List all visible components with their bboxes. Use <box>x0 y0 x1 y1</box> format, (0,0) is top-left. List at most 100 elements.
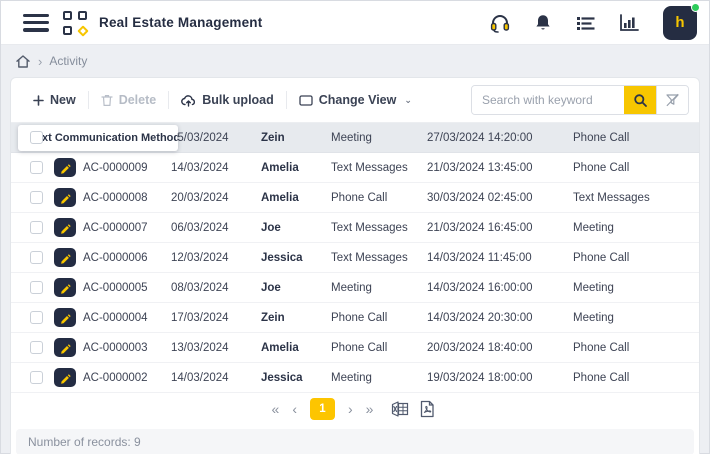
search-button[interactable] <box>624 86 656 114</box>
row-checkbox[interactable] <box>30 281 43 294</box>
cell-next-date: 19/03/2024 18:00:00 <box>427 371 533 384</box>
cell-name: Jessica <box>261 251 303 264</box>
row-checkbox[interactable] <box>30 341 43 354</box>
pagination: « ‹ 1 › » <box>11 393 699 425</box>
row-checkbox[interactable] <box>30 191 43 204</box>
pencil-icon <box>61 283 71 294</box>
avatar-initial: h <box>675 14 685 31</box>
cell-method: Phone Call <box>331 311 388 324</box>
support-headset-icon[interactable] <box>489 12 511 34</box>
edit-button[interactable] <box>54 248 76 267</box>
cell-method: Meeting <box>331 131 372 144</box>
cell-id: AC-0000007 <box>83 221 148 234</box>
cell-date: 12/03/2024 <box>171 251 229 264</box>
edit-button[interactable] <box>54 368 76 387</box>
prev-page-button[interactable]: ‹ <box>292 401 297 417</box>
row-checkbox[interactable] <box>30 371 43 384</box>
delete-button[interactable]: Delete <box>89 85 169 115</box>
pencil-icon <box>61 163 71 174</box>
hamburger-menu-icon[interactable] <box>23 13 49 32</box>
queue-list-icon[interactable] <box>575 12 597 34</box>
cell-id: AC-0000005 <box>83 281 148 294</box>
cell-method: Text Messages <box>331 221 408 234</box>
home-icon[interactable] <box>15 53 31 69</box>
app-logo-icon <box>63 10 89 37</box>
row-checkbox[interactable] <box>30 251 43 264</box>
search-input[interactable] <box>472 86 624 114</box>
first-page-button[interactable]: « <box>271 401 280 417</box>
cell-name: Amelia <box>261 161 299 174</box>
clear-filter-button[interactable] <box>656 86 688 114</box>
last-page-button[interactable]: » <box>365 401 374 417</box>
edit-button[interactable] <box>54 338 76 357</box>
cell-next-date: 27/03/2024 14:20:00 <box>427 131 533 144</box>
cell-id: AC-0000008 <box>83 191 148 204</box>
top-header: Real Estate Management h <box>1 1 709 45</box>
table-row: AC-0000006 12/03/2024 Jessica Text Messa… <box>11 243 699 273</box>
pencil-icon <box>61 343 71 354</box>
pdf-export-icon[interactable] <box>416 398 438 420</box>
cell-next-date: 30/03/2024 02:45:00 <box>427 191 533 204</box>
plus-icon <box>33 94 44 106</box>
cell-name: Jessica <box>261 371 303 384</box>
edit-button[interactable] <box>54 308 76 327</box>
edit-button[interactable] <box>54 218 76 237</box>
cell-next-method: Meeting <box>573 311 614 324</box>
cell-date: 08/03/2024 <box>171 281 229 294</box>
next-page-button[interactable]: › <box>348 401 353 417</box>
online-status-dot <box>691 2 700 12</box>
current-page-button[interactable]: 1 <box>310 398 335 420</box>
app-title: Real Estate Management <box>99 15 263 30</box>
cell-name: Zein <box>261 131 285 144</box>
table-row: AC-0000002 14/03/2024 Jessica Meeting 19… <box>11 363 699 393</box>
cell-next-date: 14/03/2024 11:45:00 <box>427 251 532 264</box>
table-row: AC-0000008 20/03/2024 Amelia Phone Call … <box>11 183 699 213</box>
cell-method: Text Messages <box>331 161 408 174</box>
notifications-bell-icon[interactable] <box>532 12 554 34</box>
edit-button[interactable] <box>54 278 76 297</box>
row-checkbox[interactable] <box>30 311 43 324</box>
cell-next-method: Meeting <box>573 221 614 234</box>
edit-button[interactable] <box>54 158 76 177</box>
breadcrumb: › Activity <box>1 45 709 77</box>
cell-date: 25/03/2024 <box>171 131 229 144</box>
pencil-icon <box>61 223 71 234</box>
pencil-icon <box>61 193 71 204</box>
cell-date: 20/03/2024 <box>171 191 229 204</box>
cell-id: AC-0000003 <box>83 341 148 354</box>
activity-table: xt Communication Method ↑↓ 25/03/2024 Ze… <box>11 122 699 393</box>
bulk-upload-button[interactable]: Bulk upload <box>169 85 286 115</box>
reports-bar-chart-icon[interactable] <box>618 12 640 34</box>
cloud-upload-icon <box>181 94 196 107</box>
cell-method: Text Messages <box>331 251 408 264</box>
records-count: Number of records: 9 <box>28 435 141 449</box>
cell-next-date: 21/03/2024 13:45:00 <box>427 161 533 174</box>
user-avatar[interactable]: h <box>663 2 700 40</box>
cell-id: AC-0000006 <box>83 251 148 264</box>
row-checkbox[interactable] <box>30 161 43 174</box>
table-row: AC-0000009 14/03/2024 Amelia Text Messag… <box>11 153 699 183</box>
breadcrumb-activity[interactable]: Activity <box>49 54 88 68</box>
cell-next-date: 14/03/2024 16:00:00 <box>427 281 533 294</box>
cell-next-method: Phone Call <box>573 371 630 384</box>
pencil-icon <box>61 313 71 324</box>
dragged-column-header[interactable]: xt Communication Method ↑↓ <box>18 125 178 151</box>
excel-export-icon[interactable] <box>390 398 412 420</box>
row-checkbox[interactable] <box>30 221 43 234</box>
pencil-icon <box>61 373 71 384</box>
change-view-button[interactable]: Change View ⌄ <box>287 85 424 115</box>
cell-id: AC-0000004 <box>83 311 148 324</box>
cell-name: Zein <box>261 311 285 324</box>
cell-next-date: 21/03/2024 16:45:00 <box>427 221 533 234</box>
cell-date: 14/03/2024 <box>171 161 229 174</box>
cell-next-method: Phone Call <box>573 161 630 174</box>
new-button[interactable]: New <box>21 85 88 115</box>
edit-button[interactable] <box>54 188 76 207</box>
breadcrumb-chevron-icon: › <box>38 53 43 69</box>
cell-name: Amelia <box>261 191 299 204</box>
records-footer: Number of records: 9 <box>16 429 694 454</box>
pencil-icon <box>61 253 71 264</box>
cell-name: Amelia <box>261 341 299 354</box>
toolbar-divider <box>87 91 89 109</box>
row-checkbox[interactable] <box>30 131 43 144</box>
